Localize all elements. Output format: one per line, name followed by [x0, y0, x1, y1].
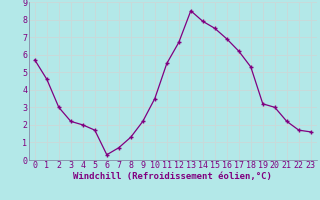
X-axis label: Windchill (Refroidissement éolien,°C): Windchill (Refroidissement éolien,°C): [73, 172, 272, 181]
